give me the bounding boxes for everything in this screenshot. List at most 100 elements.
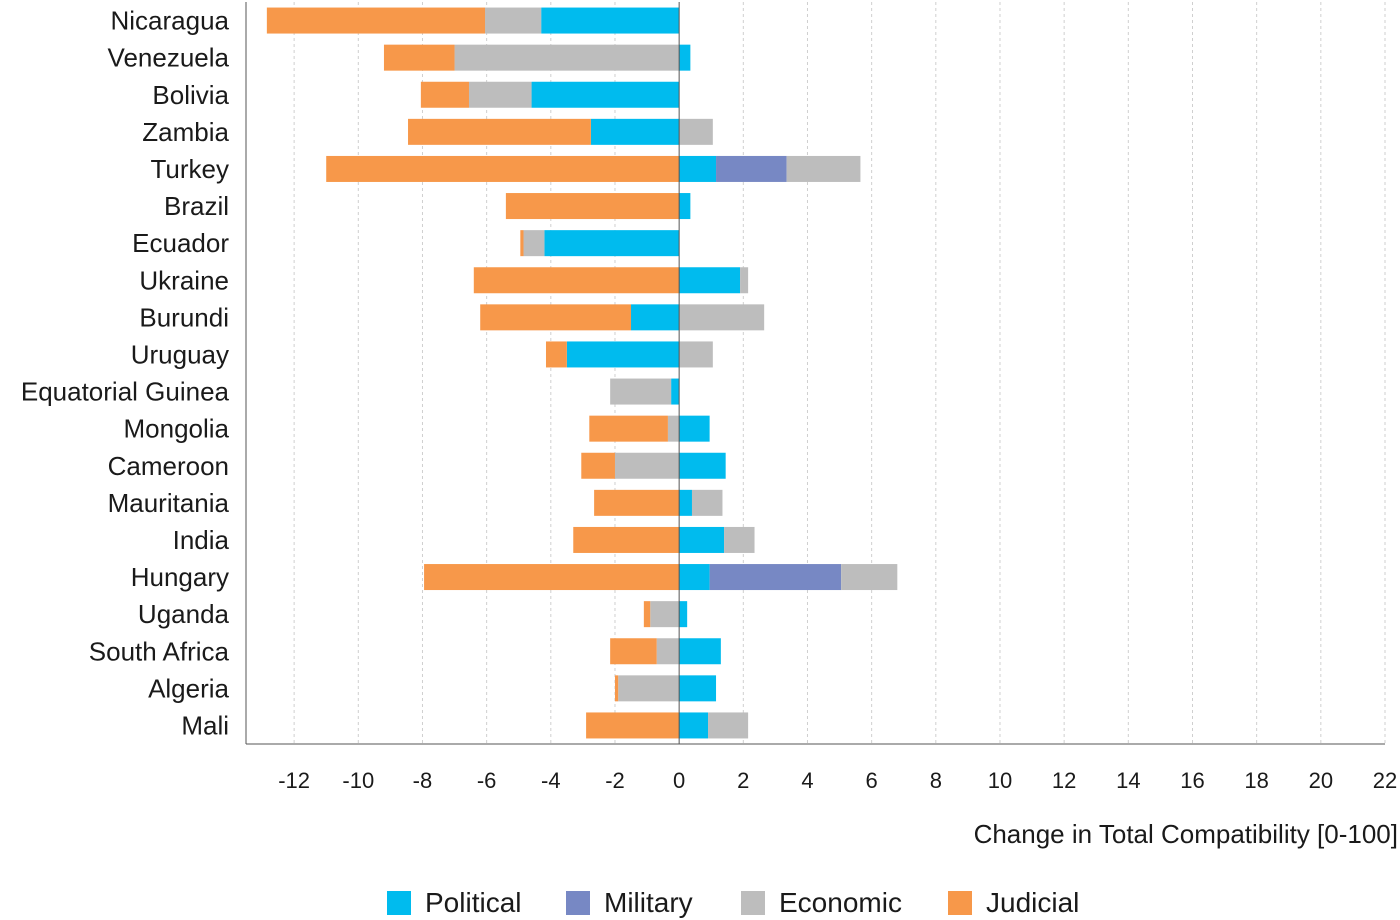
bar-judicial-mauritania — [594, 489, 680, 516]
category-label: Venezuela — [108, 43, 230, 73]
x-tick-label: 2 — [737, 768, 749, 793]
grid — [293, 2, 1386, 744]
x-tick-label: 18 — [1244, 768, 1268, 793]
x-tick-label: -4 — [541, 768, 561, 793]
category-label: Algeria — [148, 673, 229, 703]
bar-judicial-burundi — [480, 304, 632, 331]
legend-label-economic: Economic — [779, 887, 902, 918]
bar-judicial-zambia — [408, 118, 591, 145]
bar-economic-algeria — [618, 675, 680, 702]
category-label: Cameroon — [108, 451, 229, 481]
x-tick-label: -8 — [413, 768, 433, 793]
category-labels: Nicaragua Venezuela Bolivia Zambia Turkey Bra… — [21, 6, 230, 741]
bar-economic-bolivia — [468, 81, 532, 108]
bar-economic-mali — [708, 712, 749, 739]
bar-economic-ukraine — [740, 267, 749, 294]
bar-judicial-south-africa — [610, 638, 657, 665]
bar-political-zambia — [590, 118, 680, 145]
category-label: Turkey — [151, 154, 230, 184]
bar-economic-zambia — [679, 118, 713, 145]
bar-economic-nicaragua — [485, 7, 542, 34]
bar-political-india — [679, 526, 725, 553]
bar-political-venezuela — [679, 44, 691, 71]
x-tick-label: 8 — [930, 768, 942, 793]
bar-economic-turkey — [786, 155, 861, 182]
category-label: Nicaragua — [110, 6, 229, 36]
bar-economic-mauritania — [691, 489, 723, 516]
category-label: Bolivia — [152, 80, 229, 110]
bar-military-turkey — [716, 155, 787, 182]
bar-judicial-algeria — [614, 675, 619, 702]
category-label: Mali — [181, 710, 229, 740]
bar-political-uganda — [679, 601, 688, 628]
x-tick-label: -12 — [278, 768, 310, 793]
bar-political-south-africa — [679, 638, 721, 665]
category-label: Brazil — [164, 191, 229, 221]
x-tick-label: -6 — [477, 768, 497, 793]
bar-political-mongolia — [679, 415, 710, 442]
x-tick-label: 12 — [1052, 768, 1076, 793]
legend-swatch-military — [566, 891, 590, 915]
legend-label-judicial: Judicial — [986, 887, 1079, 918]
bar-judicial-mali — [586, 712, 680, 739]
bar-economic-india — [724, 526, 755, 553]
bar-economic-uruguay — [679, 341, 713, 368]
bar-political-hungary — [679, 564, 710, 591]
category-label: Ukraine — [139, 265, 229, 295]
x-axis-title: Change in Total Compatibility [0-100] — [974, 819, 1398, 849]
bar-judicial-bolivia — [420, 81, 469, 108]
bar-economic-burundi — [679, 304, 765, 331]
category-label: Mongolia — [123, 414, 229, 444]
category-label: Uruguay — [131, 339, 229, 369]
category-label: Ecuador — [132, 228, 229, 258]
category-label: India — [173, 525, 230, 555]
legend-swatch-economic — [741, 891, 765, 915]
legend: Political Military Economic Judicial — [387, 887, 1079, 918]
bar-judicial-cameroon — [581, 452, 615, 479]
bar-economic-cameroon — [614, 452, 680, 479]
x-tick-label: 4 — [801, 768, 813, 793]
category-label: Burundi — [139, 302, 229, 332]
bar-judicial-ecuador — [520, 230, 524, 257]
bar-political-bolivia — [531, 81, 680, 108]
bar-judicial-venezuela — [383, 44, 455, 71]
x-tick-labels: -12 -10 -8 -6 -4 -2 0 2 4 6 8 10 12 14 16 18 20 22 — [278, 768, 1397, 793]
bar-political-burundi — [631, 304, 680, 331]
bar-judicial-mongolia — [589, 415, 668, 442]
bar-judicial-ukraine — [473, 267, 680, 294]
bar-economic-equatorial-guinea — [610, 378, 672, 405]
bar-judicial-uruguay — [545, 341, 567, 368]
bar-judicial-uganda — [643, 601, 651, 628]
bar-political-algeria — [679, 675, 717, 702]
legend-swatch-judicial — [948, 891, 972, 915]
bar-economic-mongolia — [667, 415, 680, 442]
x-tick-label: 14 — [1116, 768, 1140, 793]
bar-military-hungary — [709, 564, 842, 591]
x-tick-label: -10 — [342, 768, 374, 793]
bar-judicial-india — [573, 526, 680, 553]
bar-economic-uganda — [650, 601, 680, 628]
bar-political-uruguay — [566, 341, 680, 368]
x-tick-label: -2 — [605, 768, 625, 793]
category-label: Hungary — [131, 562, 229, 592]
bar-economic-hungary — [841, 564, 898, 591]
bar-judicial-nicaragua — [266, 7, 486, 34]
legend-swatch-political — [387, 891, 411, 915]
bar-political-cameroon — [679, 452, 726, 479]
x-tick-label: 20 — [1309, 768, 1333, 793]
x-tick-label: 0 — [673, 768, 685, 793]
bar-economic-venezuela — [454, 44, 680, 71]
bar-political-mali — [679, 712, 709, 739]
category-label: Equatorial Guinea — [21, 377, 230, 407]
bar-political-nicaragua — [541, 7, 680, 34]
bar-economic-ecuador — [523, 230, 545, 257]
bar-judicial-hungary — [424, 564, 680, 591]
bar-judicial-brazil — [505, 193, 680, 220]
x-tick-label: 22 — [1373, 768, 1397, 793]
category-label: Zambia — [142, 117, 229, 147]
x-tick-label: 6 — [866, 768, 878, 793]
category-label: Mauritania — [108, 488, 230, 518]
x-tick-label: 16 — [1180, 768, 1204, 793]
legend-label-military: Military — [604, 887, 693, 918]
bar-political-equatorial-guinea — [671, 378, 680, 405]
